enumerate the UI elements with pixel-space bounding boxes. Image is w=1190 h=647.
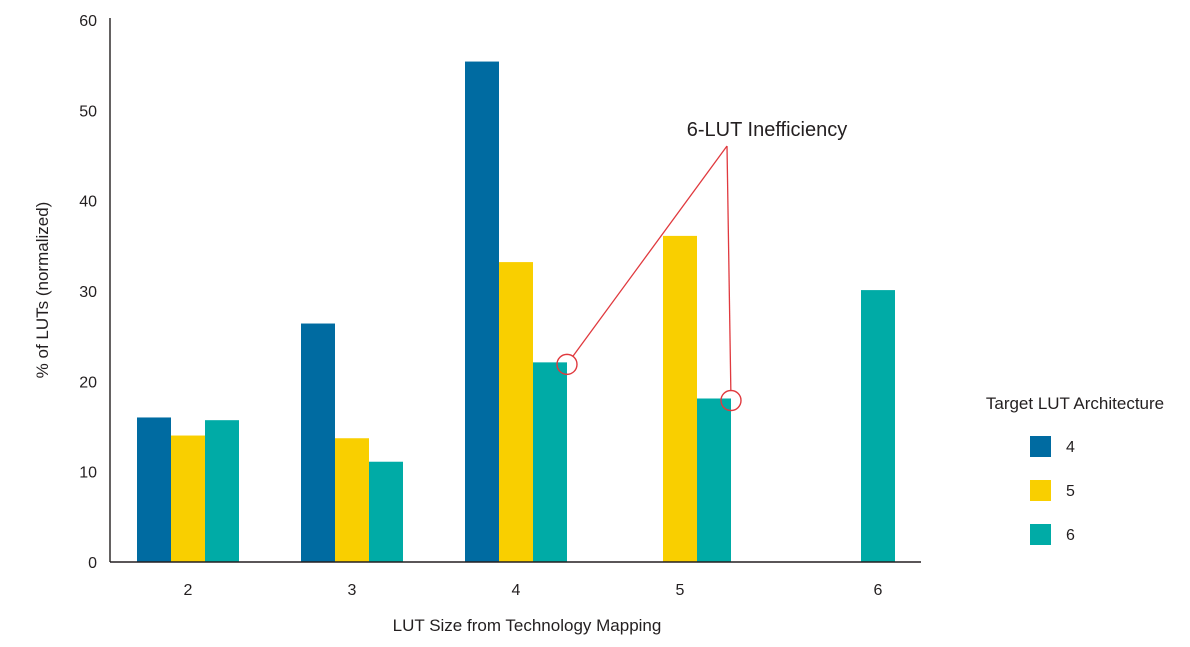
x-tick-label: 4 (512, 582, 521, 599)
annotation-leader-line (572, 145, 728, 357)
annotation-circle (720, 389, 742, 412)
bar-3-series-4 (301, 323, 335, 562)
legend-title: Target LUT Architecture (986, 394, 1164, 413)
bar-4-series-5 (499, 262, 533, 562)
bar-4-series-6 (533, 362, 567, 562)
y-axis-title: % of LUTs (normalized) (33, 202, 52, 379)
bar-3-series-6 (369, 461, 403, 562)
y-tick-label: 50 (79, 103, 97, 120)
x-axis-title: LUT Size from Technology Mapping (393, 616, 662, 635)
legend-swatch-5 (1030, 480, 1051, 501)
y-tick-label: 20 (79, 374, 97, 391)
legend: Target LUT Architecture 4 5 6 (986, 394, 1164, 545)
y-axis-ticks: 0 10 20 30 40 50 60 (79, 13, 97, 572)
bars (137, 61, 895, 562)
bar-5-series-6 (697, 398, 731, 562)
bar-6-series-6 (861, 290, 895, 562)
bar-3-series-5 (335, 438, 369, 562)
x-tick-label: 6 (874, 582, 883, 599)
y-tick-label: 0 (88, 555, 97, 572)
annotation-text: 6-LUT Inefficiency (687, 119, 847, 141)
y-tick-label: 30 (79, 284, 97, 301)
legend-swatch-4 (1030, 436, 1051, 457)
x-tick-label: 3 (348, 582, 357, 599)
legend-swatch-6 (1030, 524, 1051, 545)
x-axis-ticks: 2 3 4 5 6 (184, 582, 883, 599)
bar-2-series-5 (171, 435, 205, 562)
bar-4-series-4 (465, 61, 499, 562)
y-tick-label: 60 (79, 13, 97, 30)
annotation-circle (556, 353, 578, 376)
bar-5-series-5 (663, 235, 697, 562)
x-tick-label: 2 (184, 582, 193, 599)
x-tick-label: 5 (676, 582, 685, 599)
legend-label-6: 6 (1066, 527, 1075, 544)
annotation: 6-LUT Inefficiency (556, 119, 847, 412)
legend-label-5: 5 (1066, 483, 1075, 500)
legend-label-4: 4 (1066, 439, 1075, 456)
bar-2-series-4 (137, 417, 171, 562)
bar-2-series-6 (205, 420, 239, 562)
y-tick-label: 10 (79, 465, 97, 482)
y-tick-label: 40 (79, 194, 97, 211)
annotation-leader-line (726, 145, 732, 391)
